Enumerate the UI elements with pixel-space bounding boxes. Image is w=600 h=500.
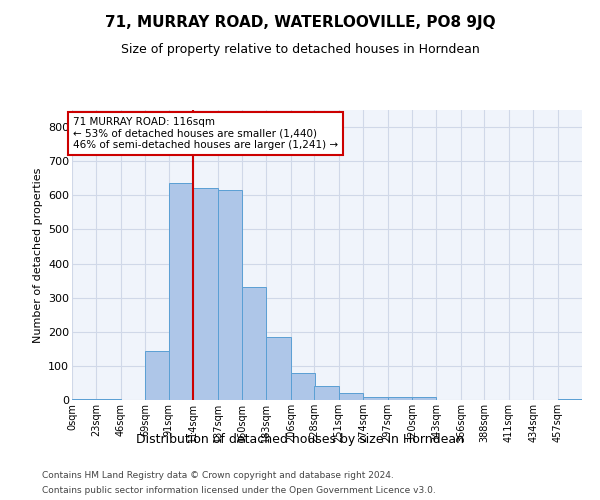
Bar	[169, 184, 193, 400]
Bar	[218, 190, 242, 400]
Bar	[363, 398, 388, 400]
Text: Size of property relative to detached houses in Horndean: Size of property relative to detached ho…	[121, 42, 479, 56]
Text: 71 MURRAY ROAD: 116sqm
← 53% of detached houses are smaller (1,440)
46% of semi-: 71 MURRAY ROAD: 116sqm ← 53% of detached…	[73, 117, 338, 150]
Bar	[266, 337, 291, 400]
Bar	[242, 288, 266, 400]
Bar	[97, 399, 121, 400]
Bar	[145, 350, 170, 400]
Bar	[314, 386, 338, 400]
Text: Distribution of detached houses by size in Horndean: Distribution of detached houses by size …	[136, 432, 464, 446]
Bar	[338, 393, 363, 400]
Bar	[412, 398, 436, 400]
Text: Contains public sector information licensed under the Open Government Licence v3: Contains public sector information licen…	[42, 486, 436, 495]
Bar	[388, 396, 412, 400]
Text: 71, MURRAY ROAD, WATERLOOVILLE, PO8 9JQ: 71, MURRAY ROAD, WATERLOOVILLE, PO8 9JQ	[104, 15, 496, 30]
Y-axis label: Number of detached properties: Number of detached properties	[32, 168, 43, 342]
Text: Contains HM Land Registry data © Crown copyright and database right 2024.: Contains HM Land Registry data © Crown c…	[42, 471, 394, 480]
Bar	[193, 188, 218, 400]
Bar	[291, 372, 316, 400]
